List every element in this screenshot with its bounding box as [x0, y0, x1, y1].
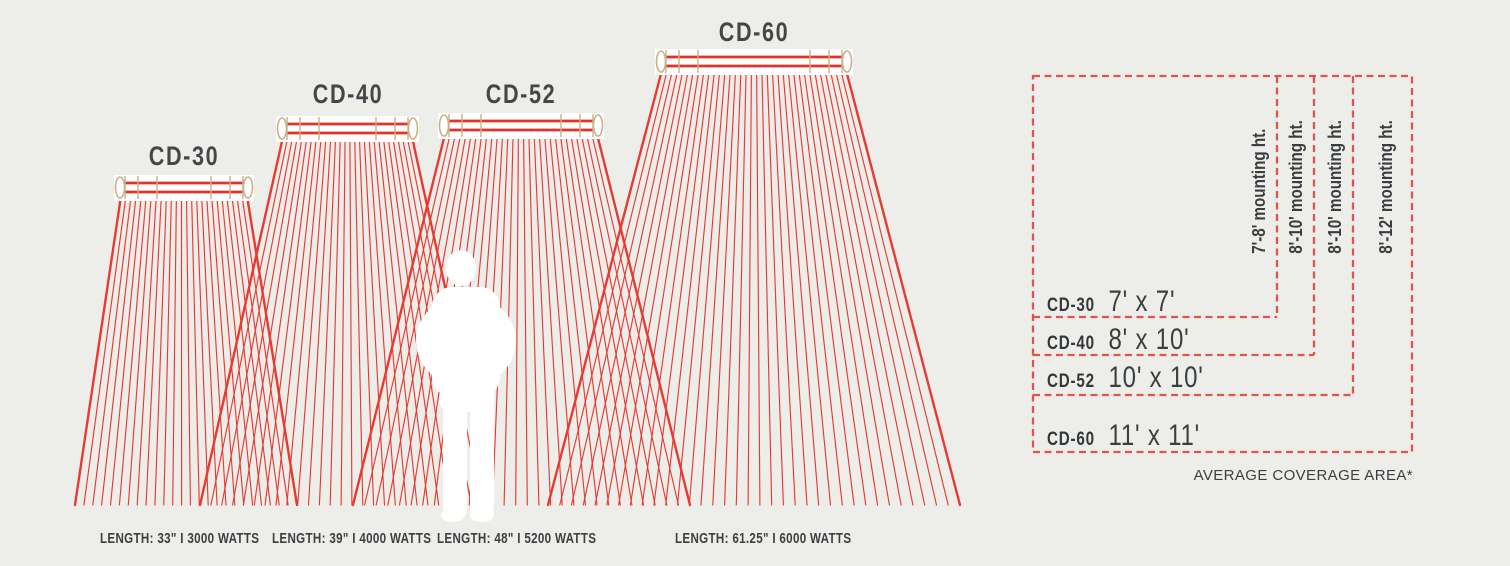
beam-fan-cd-30 [73, 194, 299, 507]
coverage-row-model: CD-52 [1047, 371, 1095, 392]
heater-fixture-cd-52 [438, 113, 604, 139]
heater-fixture-cd-40 [276, 116, 419, 142]
coverage-row-dimensions: 11' x 11' [1108, 419, 1201, 452]
heater-title-cd-52: CD-52 [485, 79, 557, 109]
heater-title-cd-60: CD-60 [718, 17, 790, 47]
coverage-row-model: CD-30 [1047, 295, 1095, 316]
mounting-height-label-cd-30: 7'-8' mounting ht. [1248, 128, 1269, 254]
heater-fixture-cd-30 [114, 175, 254, 201]
coverage-row-cd-52: CD-52 10' x 10' [1047, 361, 1204, 400]
beam-fans [73, 68, 962, 507]
mounting-height-label-cd-40: 8'-10' mounting ht. [1285, 120, 1306, 254]
coverage-row-dimensions: 10' x 10' [1108, 361, 1204, 394]
coverage-row-dimensions: 7' x 7' [1108, 285, 1176, 318]
heater-title-cd-30: CD-30 [148, 141, 220, 171]
length-label-cd-40: LENGTH: 39" I 4000 WATTS [272, 531, 432, 547]
heater-title-cd-40: CD-40 [312, 79, 384, 109]
length-label-cd-60: LENGTH: 61.25" I 6000 WATTS [675, 531, 852, 547]
coverage-caption: AVERAGE COVERAGE AREA* [1193, 467, 1413, 484]
coverage-box-cd-60 [1031, 74, 1414, 454]
mounting-height-label-cd-52: 8'-10' mounting ht. [1324, 120, 1345, 254]
person-silhouette [416, 250, 516, 522]
heater-fixtures [114, 49, 853, 201]
coverage-row-cd-40: CD-40 8' x 10' [1047, 323, 1189, 362]
length-label-cd-30: LENGTH: 33" I 3000 WATTS [100, 531, 260, 547]
heater-fixture-cd-60 [655, 49, 853, 75]
coverage-row-model: CD-40 [1047, 333, 1095, 354]
coverage-row-cd-60: CD-60 11' x 11' [1047, 419, 1200, 458]
coverage-row-dimensions: 8' x 10' [1108, 323, 1190, 356]
beam-fan-cd-52 [351, 132, 692, 507]
length-label-cd-52: LENGTH: 48" I 5200 WATTS [437, 531, 597, 547]
mounting-height-label-cd-60: 8'-12' mounting ht. [1375, 120, 1396, 254]
coverage-area-boxes [1031, 74, 1414, 454]
coverage-row-model: CD-60 [1047, 429, 1095, 450]
coverage-row-cd-30: CD-30 7' x 7' [1047, 285, 1175, 324]
beam-fan-cd-60 [546, 68, 962, 507]
